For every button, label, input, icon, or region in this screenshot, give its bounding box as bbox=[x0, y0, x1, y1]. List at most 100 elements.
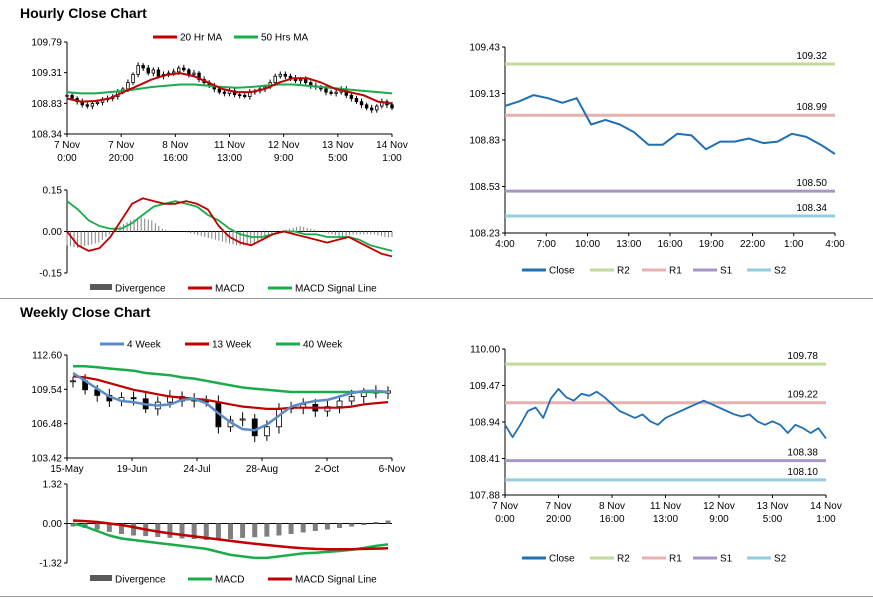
hourly-price-xtick-label: 12 Nov 9:00 bbox=[268, 140, 300, 164]
weekly-macd-divergence-bar bbox=[324, 523, 330, 530]
weekly-price-xtick-label: 2-Oct bbox=[315, 464, 340, 475]
hourly-price-ytick-label: 108.34 bbox=[31, 130, 62, 141]
weekly-price-xtick-label: 19-Jun bbox=[117, 464, 148, 475]
hourly-macd-legend-label: Divergence bbox=[115, 284, 166, 295]
hourly-levels-legend-label: S2 bbox=[774, 266, 787, 277]
hourly-price-candle-body bbox=[131, 73, 135, 84]
weekly-levels-r1-label: 109.22 bbox=[787, 390, 818, 401]
hourly-price-candle-body bbox=[390, 104, 394, 109]
hourly-price-candle-body bbox=[222, 91, 227, 94]
weekly-levels-ytick-label: 107.88 bbox=[469, 491, 500, 502]
weekly-levels-r2-label: 109.78 bbox=[787, 351, 818, 362]
weekly-price-candle-body bbox=[70, 380, 76, 383]
weekly-levels-xtick-label: 14 Nov 1:00 bbox=[810, 501, 842, 525]
hourly-price-candle-body bbox=[90, 103, 95, 107]
weekly-macd-divergence-bar bbox=[215, 523, 221, 540]
weekly-macd-divergence-bar bbox=[179, 523, 185, 539]
weekly-price-ytick-label: 109.54 bbox=[31, 385, 62, 396]
hourly-price-candle-body bbox=[126, 82, 130, 90]
hourly-levels-ytick-label: 109.43 bbox=[469, 43, 500, 54]
weekly-macd-legend-label: MACD bbox=[215, 575, 244, 586]
hourly-price-candle-body bbox=[243, 94, 247, 97]
hourly-price-candle-body bbox=[141, 65, 145, 69]
hourly-price-candle-body bbox=[85, 104, 90, 107]
hourly-levels-ytick-label: 109.13 bbox=[469, 89, 500, 100]
hourly-price-candle-body bbox=[95, 101, 100, 104]
weekly-levels-legend-label: Close bbox=[549, 554, 575, 565]
weekly-macd-ytick-label: 0.00 bbox=[43, 519, 63, 530]
weekly-macd-divergence-bar bbox=[70, 523, 76, 527]
weekly-price-legend-label: 13 Week bbox=[212, 340, 252, 351]
hourly-levels-legend-label: R1 bbox=[669, 266, 682, 277]
weekly-ma4-line bbox=[72, 371, 389, 432]
weekly-macd-divergence-bar bbox=[131, 523, 137, 536]
hourly-price-candle-body bbox=[364, 104, 369, 109]
hourly-price-xtick-label: 14 Nov 1:00 bbox=[376, 140, 408, 164]
hourly-levels-close-line bbox=[504, 94, 836, 155]
hourly-price-ytick-label: 109.31 bbox=[31, 68, 62, 79]
weekly-macd-divergence-bar bbox=[312, 523, 318, 531]
weekly-price-candle-body bbox=[239, 418, 246, 421]
weekly-levels-s1-label: 108.38 bbox=[787, 448, 818, 459]
hourly-price-candle-body bbox=[303, 79, 308, 84]
weekly-price-candle-body bbox=[130, 397, 137, 400]
hourly-price-ytick-label: 109.79 bbox=[31, 38, 62, 49]
weekly-macd-divergence-bar bbox=[167, 523, 173, 538]
hourly-macd-line bbox=[66, 197, 393, 258]
hourly-price-candle-body bbox=[237, 94, 242, 97]
weekly-levels-xtick-label: 7 Nov 0:00 bbox=[492, 501, 518, 525]
hourly-levels-xtick-label: 1:00 bbox=[784, 239, 804, 250]
hourly-price-xtick-label: 7 Nov 20:00 bbox=[108, 140, 134, 164]
weekly-levels-xtick-label: 13 Nov 5:00 bbox=[757, 501, 789, 525]
hourly-price-candle-body bbox=[187, 69, 191, 75]
weekly-levels-s2-label: 108.10 bbox=[787, 467, 818, 478]
hourly-levels-xtick-label: 7:00 bbox=[537, 239, 557, 250]
hourly-levels-xtick-label: 10:00 bbox=[575, 239, 600, 250]
weekly-price-ytick-label: 103.42 bbox=[31, 454, 62, 465]
hourly-price-candle-body bbox=[273, 75, 277, 84]
hourly-levels-ytick-label: 108.83 bbox=[469, 136, 500, 147]
weekly-macd-line bbox=[72, 522, 389, 560]
hourly-price-candle-body bbox=[324, 88, 328, 93]
hourly-price-candle-body bbox=[151, 69, 156, 74]
hourly-price-legend-label: 20 Hr MA bbox=[180, 33, 223, 44]
hourly-price-candle-body bbox=[329, 91, 333, 94]
weekly-levels-xtick-label: 11 Nov 13:00 bbox=[650, 501, 681, 525]
weekly-levels-ytick-label: 110.00 bbox=[470, 345, 500, 356]
hourly-levels-legend-label: S1 bbox=[720, 266, 733, 277]
weekly-price-xtick-label: 28-Aug bbox=[246, 464, 278, 475]
weekly-macd-signal-line bbox=[72, 519, 389, 551]
hourly-price-candle-body bbox=[65, 94, 69, 97]
weekly-macd-divergence-bar bbox=[385, 520, 391, 524]
hourly-macd-legend-label: MACD Signal Line bbox=[295, 284, 377, 295]
hourly-price-xtick-label: 11 Nov 13:00 bbox=[214, 140, 245, 164]
hourly-price-candle-body bbox=[70, 94, 74, 99]
weekly-levels-ytick-label: 108.41 bbox=[469, 454, 500, 465]
weekly-levels-xtick-label: 12 Nov 9:00 bbox=[703, 501, 735, 525]
hourly-levels-xtick-label: 16:00 bbox=[657, 239, 682, 250]
hourly-price-candle-body bbox=[182, 67, 186, 71]
weekly-macd-divergence-bar bbox=[228, 523, 233, 540]
hourly-price-candle-body bbox=[136, 65, 140, 75]
hourly-price-ytick-label: 108.83 bbox=[31, 99, 62, 110]
weekly-macd-legend-swatch bbox=[90, 575, 112, 581]
weekly-macd-divergence-bar bbox=[337, 523, 343, 528]
weekly-price-candle-body bbox=[336, 400, 343, 408]
weekly-levels-legend-label: R2 bbox=[617, 554, 630, 565]
weekly-macd-divergence-bar bbox=[106, 523, 112, 532]
hourly-price-candle-body bbox=[177, 67, 181, 73]
hourly-levels-r1-label: 108.99 bbox=[796, 102, 827, 113]
hourly-levels-xtick-label: 13:00 bbox=[616, 239, 641, 250]
weekly-ma40-line bbox=[73, 364, 388, 394]
weekly-price-candle-body bbox=[348, 396, 355, 402]
hourly-price-legend-label: 50 Hrs MA bbox=[261, 33, 309, 44]
hourly-macd-legend-label: MACD bbox=[215, 284, 244, 295]
weekly-macd-ytick-label: 1.32 bbox=[43, 480, 63, 491]
weekly-macd-divergence-bar bbox=[94, 523, 100, 530]
hourly-levels-s2-label: 108.34 bbox=[796, 203, 827, 214]
weekly-macd-divergence-bar bbox=[118, 523, 124, 534]
weekly-macd-legend-label: Divergence bbox=[115, 575, 166, 586]
hourly-levels-ytick-label: 108.53 bbox=[469, 182, 500, 193]
weekly-price-legend-label: 40 Week bbox=[303, 340, 343, 351]
